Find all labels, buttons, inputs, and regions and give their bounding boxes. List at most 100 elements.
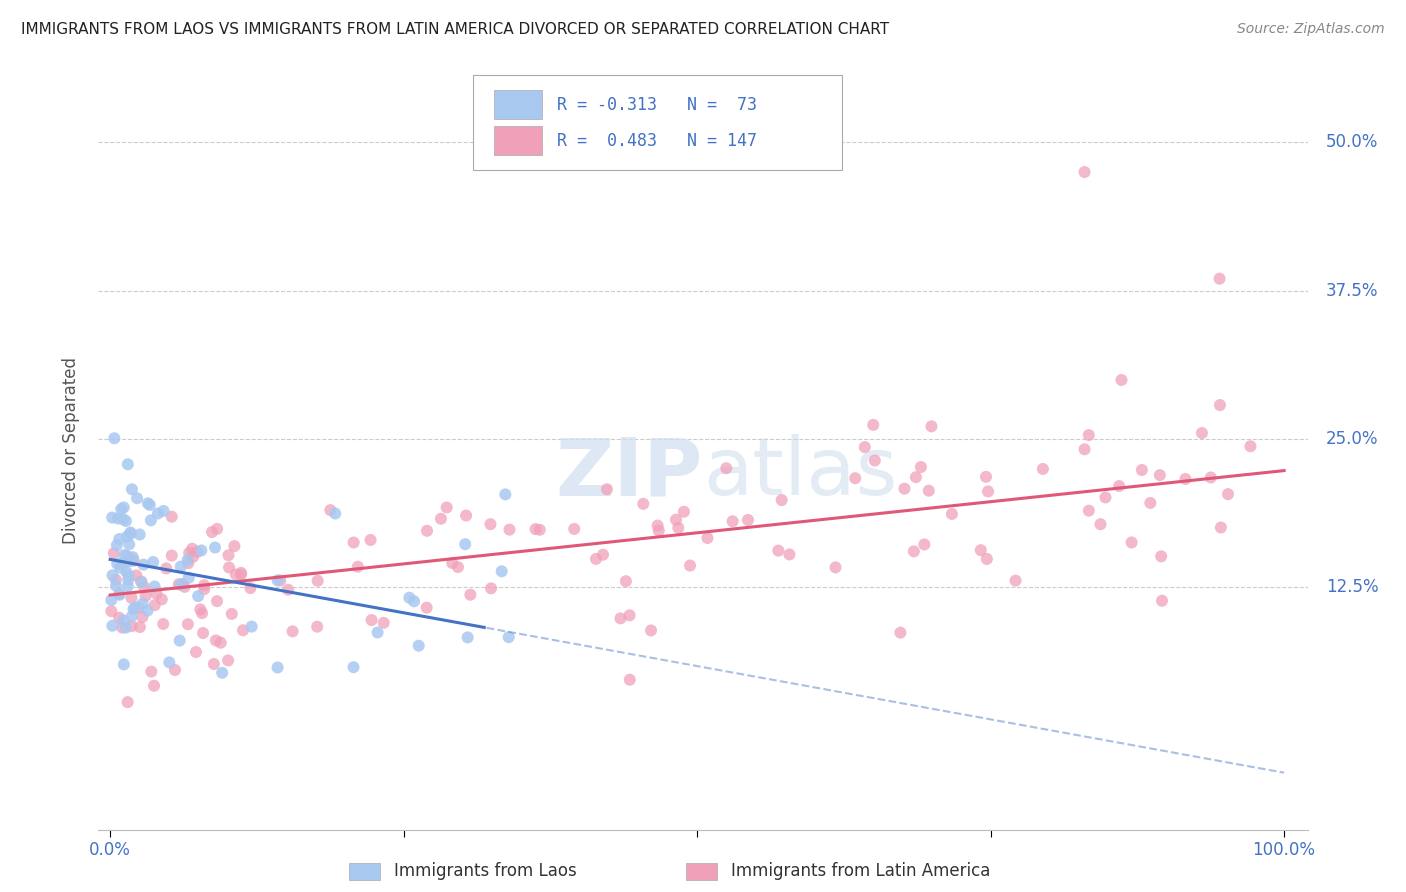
Point bbox=[225, 567, 247, 582]
Point bbox=[177, 556, 200, 570]
Point bbox=[402, 594, 425, 608]
Point bbox=[124, 600, 146, 615]
Point bbox=[152, 617, 174, 632]
Point bbox=[128, 620, 150, 634]
Point bbox=[110, 502, 132, 516]
Point bbox=[640, 624, 662, 638]
Point bbox=[1191, 425, 1213, 440]
Point bbox=[193, 582, 215, 596]
Point bbox=[181, 549, 204, 564]
Point bbox=[202, 657, 225, 671]
Point bbox=[903, 544, 925, 558]
Point bbox=[648, 524, 671, 538]
Point bbox=[524, 522, 547, 536]
Point bbox=[224, 539, 246, 553]
Point bbox=[266, 660, 288, 674]
Point bbox=[122, 602, 145, 616]
Point bbox=[204, 541, 226, 555]
Point bbox=[108, 587, 131, 601]
Point bbox=[112, 500, 135, 515]
Point bbox=[121, 483, 143, 497]
Point bbox=[778, 548, 800, 562]
Point bbox=[100, 604, 122, 618]
Text: Immigrants from Laos: Immigrants from Laos bbox=[394, 863, 576, 880]
Point bbox=[211, 665, 233, 680]
Point bbox=[128, 527, 150, 541]
Point bbox=[111, 621, 134, 635]
Point bbox=[105, 557, 128, 571]
Point bbox=[1130, 463, 1153, 477]
Point bbox=[104, 573, 127, 587]
Point bbox=[918, 483, 941, 498]
Point bbox=[1073, 442, 1095, 457]
Point bbox=[416, 524, 439, 538]
Point bbox=[1094, 491, 1116, 505]
Point bbox=[457, 631, 479, 645]
Point bbox=[209, 636, 232, 650]
Point bbox=[454, 537, 477, 551]
Point bbox=[101, 510, 124, 524]
Point bbox=[108, 560, 131, 574]
Point bbox=[1090, 517, 1112, 532]
Point bbox=[1111, 373, 1133, 387]
Text: R =  0.483   N = 147: R = 0.483 N = 147 bbox=[557, 131, 756, 150]
Point bbox=[112, 548, 135, 562]
Text: 12.5%: 12.5% bbox=[1326, 578, 1378, 596]
Point bbox=[1239, 439, 1261, 453]
Point bbox=[117, 695, 139, 709]
Point bbox=[824, 560, 846, 574]
Point bbox=[1209, 398, 1232, 412]
Point bbox=[217, 653, 239, 667]
Point bbox=[118, 537, 141, 551]
Point bbox=[118, 554, 141, 568]
Point bbox=[1077, 428, 1099, 442]
Point bbox=[479, 517, 502, 532]
Point bbox=[205, 594, 228, 608]
Point bbox=[129, 574, 152, 589]
Point bbox=[737, 513, 759, 527]
Point bbox=[1149, 468, 1171, 483]
Y-axis label: Divorced or Separated: Divorced or Separated bbox=[62, 357, 80, 544]
Point bbox=[498, 523, 520, 537]
Point bbox=[232, 624, 254, 638]
Point bbox=[201, 524, 224, 539]
Point bbox=[941, 507, 963, 521]
Point bbox=[974, 470, 997, 484]
Point bbox=[205, 522, 228, 536]
Point bbox=[269, 574, 291, 588]
Point bbox=[173, 580, 195, 594]
Point bbox=[163, 663, 186, 677]
Point bbox=[323, 507, 346, 521]
Point bbox=[177, 571, 200, 585]
Point bbox=[145, 587, 167, 601]
Point bbox=[121, 609, 143, 624]
Point bbox=[131, 610, 153, 624]
Point bbox=[240, 619, 263, 633]
Point bbox=[100, 593, 122, 607]
Point bbox=[101, 618, 124, 632]
Point bbox=[893, 482, 915, 496]
Point bbox=[131, 597, 153, 611]
Point bbox=[592, 548, 614, 562]
Point bbox=[121, 550, 143, 565]
Point bbox=[619, 608, 641, 623]
Text: ZIP: ZIP bbox=[555, 434, 703, 512]
Point bbox=[347, 559, 370, 574]
Point bbox=[1139, 496, 1161, 510]
Point bbox=[447, 560, 470, 574]
Point bbox=[107, 511, 129, 525]
FancyBboxPatch shape bbox=[494, 126, 543, 155]
Point bbox=[491, 564, 513, 578]
Point bbox=[498, 630, 520, 644]
Point bbox=[170, 559, 193, 574]
Point bbox=[160, 509, 183, 524]
Point bbox=[1004, 574, 1026, 588]
Point bbox=[862, 417, 884, 432]
Point bbox=[863, 453, 886, 467]
Point bbox=[342, 660, 364, 674]
Point bbox=[1209, 520, 1232, 534]
Point bbox=[188, 602, 211, 616]
Point bbox=[160, 549, 183, 563]
Point bbox=[460, 588, 482, 602]
Point bbox=[103, 431, 125, 445]
